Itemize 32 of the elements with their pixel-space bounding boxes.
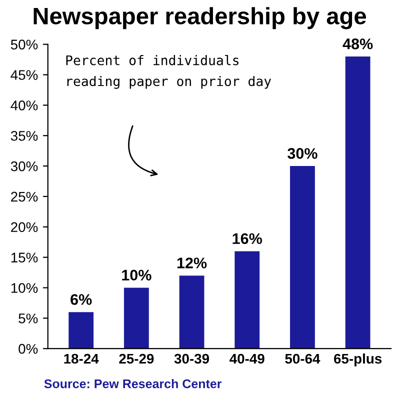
x-tick-label: 30-39 bbox=[174, 354, 210, 364]
bar bbox=[345, 56, 370, 349]
y-tick-label: 30% bbox=[10, 161, 38, 172]
bar bbox=[234, 251, 260, 349]
data-label: 10% bbox=[122, 270, 152, 281]
y-tick-label: 40% bbox=[10, 100, 38, 110]
data-label: 6% bbox=[70, 294, 92, 305]
annotation: Percent of individuals reading paper on prior day bbox=[66, 54, 272, 89]
y-tick-label: 20% bbox=[11, 222, 38, 232]
x-tick-label: 25-29 bbox=[119, 354, 154, 364]
data-label: 48% bbox=[342, 38, 373, 50]
bar bbox=[124, 288, 149, 349]
y-tick-label: 45% bbox=[10, 70, 38, 80]
y-tick-label: 35% bbox=[10, 130, 38, 141]
y-tick-label: 25% bbox=[11, 192, 38, 202]
x-tick-label: 65-plus bbox=[334, 353, 382, 366]
y-tick-label: 5% bbox=[18, 314, 38, 324]
bar bbox=[179, 276, 204, 349]
bar bbox=[68, 312, 94, 349]
source-note: Source: Pew Research Center bbox=[44, 379, 222, 388]
data-label: 30% bbox=[288, 148, 318, 159]
y-tick-label: 0% bbox=[18, 344, 38, 354]
bar bbox=[290, 166, 315, 349]
x-tick-label: 40-49 bbox=[230, 354, 264, 364]
x-tick-label: 18-24 bbox=[64, 354, 99, 364]
data-label: 12% bbox=[177, 258, 207, 268]
y-tick-label: 50% bbox=[10, 40, 38, 50]
data-label: 16% bbox=[232, 233, 262, 244]
chart-title: Newspaper readership by age bbox=[34, 7, 366, 30]
y-tick-label: 15% bbox=[11, 252, 38, 262]
x-tick-label: 50-64 bbox=[285, 354, 320, 364]
y-tick-label: 10% bbox=[11, 283, 38, 293]
